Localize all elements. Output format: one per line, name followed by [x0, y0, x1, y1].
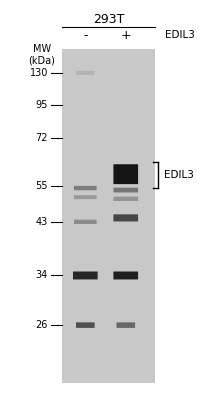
Text: 293T: 293T: [92, 13, 124, 26]
FancyBboxPatch shape: [74, 195, 96, 199]
FancyBboxPatch shape: [74, 220, 96, 224]
Text: 43: 43: [35, 217, 48, 227]
FancyBboxPatch shape: [113, 164, 137, 184]
FancyBboxPatch shape: [76, 71, 94, 75]
Text: 95: 95: [35, 100, 48, 110]
Text: EDIL3: EDIL3: [163, 170, 193, 180]
FancyBboxPatch shape: [113, 272, 137, 280]
Text: 34: 34: [35, 270, 48, 280]
FancyBboxPatch shape: [113, 188, 137, 192]
FancyBboxPatch shape: [74, 186, 96, 190]
FancyBboxPatch shape: [113, 197, 137, 201]
Text: +: +: [120, 29, 130, 42]
Text: EDIL3: EDIL3: [164, 30, 194, 40]
Text: 72: 72: [35, 134, 48, 144]
Text: 55: 55: [35, 181, 48, 191]
Text: -: -: [83, 29, 87, 42]
FancyBboxPatch shape: [76, 322, 94, 328]
Text: 26: 26: [35, 320, 48, 330]
Text: MW
(kDa): MW (kDa): [28, 44, 55, 66]
FancyBboxPatch shape: [113, 214, 137, 222]
FancyBboxPatch shape: [73, 272, 97, 280]
Bar: [62, 49, 154, 383]
FancyBboxPatch shape: [116, 322, 134, 328]
Text: 130: 130: [29, 68, 48, 78]
